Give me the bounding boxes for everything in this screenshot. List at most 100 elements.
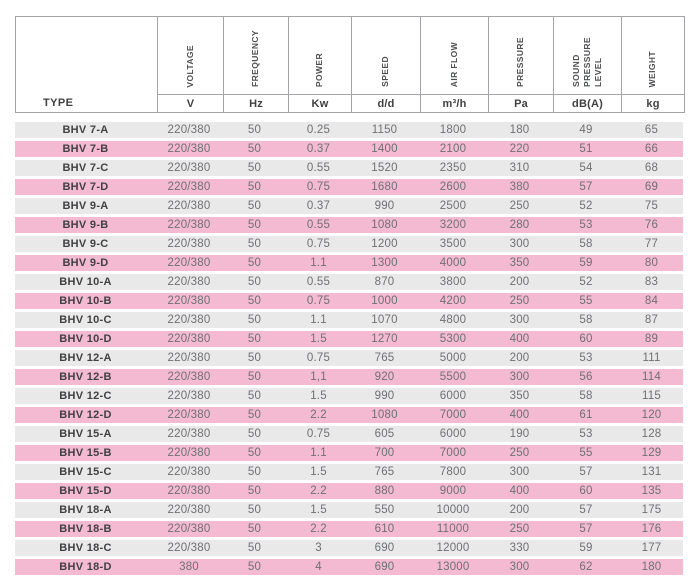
row-cell: 0.75	[306, 238, 331, 250]
row-cell: 57	[579, 181, 593, 193]
row-cell: 2.2	[310, 523, 327, 535]
row-cell: 56	[579, 371, 593, 383]
row-cell: 50	[247, 523, 262, 535]
row-cell: 870	[374, 276, 395, 288]
row-cell: 50	[247, 276, 262, 288]
row-cell: 300	[509, 466, 530, 478]
row-cell: 50	[247, 162, 262, 174]
table-row: BHV 10-C 220/380 50 1.1 1070 4800 300 58 87	[15, 312, 683, 328]
row-cell: 220/380	[167, 257, 211, 269]
row-cell: 1,1	[310, 371, 327, 383]
row-cell: 50	[247, 371, 262, 383]
row-type: BHV 7-A	[62, 124, 109, 136]
row-cell: 220/380	[167, 219, 211, 231]
table-row: BHV 7-D 220/380 50 0.75 1680 2600 380 57 69	[15, 179, 683, 195]
row-cell: 3500	[439, 238, 467, 250]
row-cell: 1270	[371, 333, 398, 345]
row-cell: 0.75	[306, 428, 331, 440]
column-header-power: POWER Kw	[288, 17, 351, 112]
row-cell: 57	[579, 523, 593, 535]
row-type: BHV 7-C	[62, 162, 109, 174]
table-row: BHV 10-D 220/380 50 1.5 1270 5300 400 60 89	[15, 331, 683, 347]
table-row: BHV 12-A 220/380 50 0.75 765 5000 200 53 111	[15, 350, 683, 366]
row-cell: 53	[579, 219, 593, 231]
row-cell: 12000	[436, 542, 470, 554]
row-cell: 50	[247, 333, 262, 345]
row-type: BHV 15-D	[59, 485, 112, 497]
row-cell: 220/380	[167, 428, 211, 440]
row-cell: 220/380	[167, 143, 211, 155]
row-type: BHV 9-D	[62, 257, 109, 269]
table-row: BHV 15-D 220/380 50 2.2 880 9000 400 60 135	[15, 483, 683, 499]
row-cell: 1.1	[310, 314, 327, 326]
row-cell: 177	[641, 542, 662, 554]
table-row: BHV 7-B 220/380 50 0.37 1400 2100 220 51 66	[15, 141, 683, 157]
row-cell: 190	[509, 428, 530, 440]
row-cell: 610	[374, 523, 395, 535]
table-row: BHV 12-B 220/380 50 1,1 920 5500 300 56 114	[15, 369, 683, 385]
row-cell: 300	[509, 238, 530, 250]
table-row: BHV 15-C 220/380 50 1.5 765 7800 300 57 131	[15, 464, 683, 480]
sound-pressure-level-unit-label: dB(A)	[554, 94, 621, 112]
row-cell: 50	[247, 352, 262, 364]
row-cell: 51	[579, 143, 593, 155]
row-cell: 0.75	[306, 181, 331, 193]
row-cell: 128	[641, 428, 662, 440]
row-cell: 52	[579, 276, 593, 288]
row-cell: 65	[644, 124, 659, 136]
row-cell: 114	[642, 371, 661, 383]
row-cell: 920	[374, 371, 395, 383]
row-cell: 49	[579, 124, 593, 136]
row-cell: 220/380	[167, 333, 211, 345]
row-cell: 53	[579, 428, 593, 440]
row-cell: 3200	[439, 219, 467, 231]
weight-unit-label: kg	[622, 94, 684, 112]
row-cell: 6000	[439, 390, 467, 402]
row-cell: 75	[644, 200, 659, 212]
row-cell: 1.5	[310, 333, 327, 345]
row-cell: 250	[509, 295, 530, 307]
row-cell: 220/380	[167, 390, 211, 402]
row-type: BHV 18-B	[59, 523, 112, 535]
row-cell: 300	[509, 561, 530, 573]
type-column-label: TYPE	[43, 97, 74, 109]
row-cell: 115	[642, 390, 661, 402]
row-type: BHV 12-D	[59, 409, 112, 421]
table-row: BHV 10-B 220/380 50 0.75 1000 4200 250 55 84	[15, 293, 683, 309]
row-cell: 80	[644, 257, 659, 269]
row-cell: 58	[579, 314, 593, 326]
row-cell: 765	[374, 466, 395, 478]
row-cell: 135	[641, 485, 662, 497]
row-cell: 175	[641, 504, 662, 516]
row-cell: 50	[247, 200, 262, 212]
row-cell: 2600	[439, 181, 467, 193]
row-cell: 1070	[371, 314, 398, 326]
row-cell: 310	[509, 162, 530, 174]
table-row: BHV 12-C 220/380 50 1.5 990 6000 350 58 115	[15, 388, 683, 404]
row-type: BHV 12-A	[59, 352, 112, 364]
row-cell: 50	[247, 295, 262, 307]
row-cell: 57	[579, 504, 593, 516]
row-cell: 0.25	[306, 124, 331, 136]
row-cell: 2.2	[310, 485, 327, 497]
row-cell: 220/380	[167, 542, 211, 554]
row-cell: 3800	[439, 276, 467, 288]
row-type: BHV 18-D	[59, 561, 112, 573]
row-cell: 1080	[371, 219, 398, 231]
row-cell: 220/380	[167, 447, 211, 459]
row-cell: 220/380	[167, 124, 211, 136]
row-cell: 1.5	[310, 466, 327, 478]
row-cell: 2500	[439, 200, 467, 212]
row-cell: 3	[315, 542, 322, 554]
row-type: BHV 9-C	[62, 238, 109, 250]
row-cell: 61	[579, 409, 593, 421]
row-cell: 7800	[439, 466, 467, 478]
row-cell: 1200	[371, 238, 398, 250]
row-cell: 50	[247, 257, 262, 269]
row-cell: 990	[374, 200, 395, 212]
row-cell: 55	[579, 447, 593, 459]
sound-pressure-level-column-label: SOUND PRESSURE LEVEL	[570, 37, 604, 88]
row-cell: 1.1	[310, 447, 327, 459]
row-cell: 220/380	[167, 371, 211, 383]
row-cell: 250	[509, 200, 530, 212]
